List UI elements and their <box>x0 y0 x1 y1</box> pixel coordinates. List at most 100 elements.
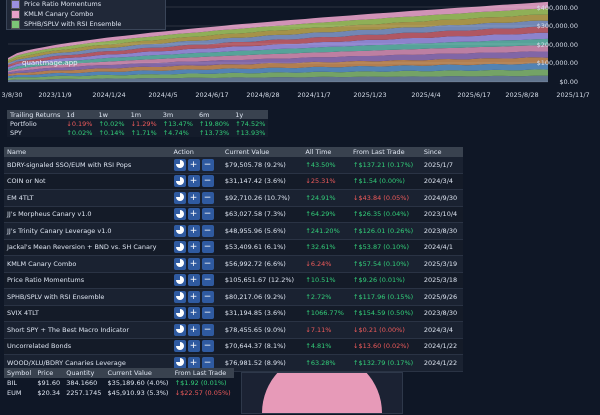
legend-item[interactable]: SPHB/SPLV with RSI Ensemble <box>7 19 165 29</box>
remove-funds-button[interactable]: − <box>201 340 214 353</box>
minus-icon: − <box>203 176 212 187</box>
strategy-name[interactable]: Uncorrelated Bonds <box>4 338 171 355</box>
strategy-name[interactable]: Price Ratio Momentums <box>4 272 171 289</box>
chart-band <box>8 14 548 64</box>
legend-item[interactable]: KMLM Canary Combo <box>7 9 165 19</box>
strategy-header-cell[interactable]: Since <box>420 147 463 157</box>
allocation-pie-button[interactable] <box>173 257 186 270</box>
add-funds-button[interactable]: + <box>187 340 200 353</box>
remove-funds-button[interactable]: − <box>201 356 214 369</box>
trailing-value-text: 19.80% <box>204 119 230 128</box>
strategy-row[interactable]: Jackal's Mean Reversion + BND vs. SH Can… <box>4 239 463 256</box>
allocation-pie-button[interactable] <box>173 323 186 336</box>
strategy-row[interactable]: SVIX 4TLT + − $31,194.85 (3.6%) ↑1066.77% ↑$1… <box>4 305 463 322</box>
trailing-header-cell: 1w <box>95 110 128 119</box>
add-funds-button[interactable]: + <box>187 307 200 320</box>
legend-item[interactable]: Price Ratio Momentums <box>7 0 165 9</box>
add-funds-button[interactable]: + <box>187 323 200 336</box>
add-funds-button[interactable]: + <box>187 290 200 303</box>
allocation-pie-button[interactable] <box>173 208 186 221</box>
holding-header-cell[interactable]: Symbol <box>4 368 35 378</box>
strategy-actions: + − <box>170 288 222 306</box>
holding-value: $35,189.60 (4.0%) <box>107 379 169 387</box>
strategy-header-cell[interactable]: Current Value <box>221 147 303 157</box>
strategy-name[interactable]: Short SPY + The Best Macro Indicator <box>4 321 171 339</box>
strategy-name[interactable]: BDRY-signaled SSO/EUM with RSI Pops <box>4 157 171 174</box>
strategy-row[interactable]: Price Ratio Momentums + − $105,651.67 (12.2… <box>4 272 463 289</box>
remove-funds-button[interactable]: − <box>201 208 214 221</box>
strategy-name[interactable]: SPHB/SPLV with RSI Ensemble <box>4 288 171 306</box>
arrow-up-icon: ↑ <box>98 128 104 137</box>
plus-icon: + <box>189 324 198 335</box>
strategy-row[interactable]: WOOD/XLU/BDRY Canaries Leverage + − $76,981… <box>4 354 463 372</box>
strategy-header-cell[interactable]: Name <box>4 147 171 157</box>
holding-header-cell[interactable]: From Last Trade <box>171 368 234 378</box>
add-funds-button[interactable]: + <box>187 224 200 237</box>
strategy-row[interactable]: Uncorrelated Bonds + − $70,644.37 (8.1%) ↑4.… <box>4 338 463 355</box>
strategy-row[interactable]: SPHB/SPLV with RSI Ensemble + − $80,217.06 … <box>4 288 463 306</box>
add-funds-button[interactable]: + <box>187 158 200 171</box>
arrow-up-icon: ↑ <box>305 342 311 351</box>
strategy-name[interactable]: KMLM Canary Combo <box>4 255 171 273</box>
strategy-name[interactable]: SVIX 4TLT <box>4 305 171 322</box>
allocation-pie-button[interactable] <box>173 191 186 204</box>
strategy-row[interactable]: KMLM Canary Combo + − $56,992.72 (6.6%) ↓6.2… <box>4 255 463 273</box>
add-funds-button[interactable]: + <box>187 274 200 287</box>
remove-funds-button[interactable]: − <box>201 290 214 303</box>
remove-funds-button[interactable]: − <box>201 175 214 188</box>
strategy-row[interactable]: COIN or Not + − $31,147.42 (3.6%) ↓25.31% ↑$1… <box>4 173 463 190</box>
strategy-header-cell[interactable]: All Time <box>302 147 351 157</box>
add-funds-button[interactable]: + <box>187 191 200 204</box>
remove-funds-button[interactable]: − <box>201 191 214 204</box>
holding-last-text: $1.92 (0.01%) <box>180 379 227 387</box>
strategy-actions: + − <box>170 255 222 273</box>
strategy-name[interactable]: EM 4TLT <box>4 189 171 207</box>
remove-funds-button[interactable]: − <box>201 158 214 171</box>
strategy-since: 2024/4/1 <box>420 239 463 256</box>
remove-funds-button[interactable]: − <box>201 323 214 336</box>
allocation-pie-button[interactable] <box>173 274 186 287</box>
watermark: quantmage.app <box>22 59 78 67</box>
arrow-down-icon: ↓ <box>305 325 311 334</box>
strategy-name[interactable]: COIN or Not <box>4 173 171 190</box>
strategy-row[interactable]: JJ's Trinity Canary Leverage v1.0 + − $48,9… <box>4 222 463 240</box>
strategy-since: 2023/8/30 <box>420 222 463 240</box>
allocation-pie-button[interactable] <box>173 356 186 369</box>
strategy-name[interactable]: JJ's Trinity Canary Leverage v1.0 <box>4 222 171 240</box>
holding-header-cell[interactable]: Quantity <box>63 368 105 378</box>
add-funds-button[interactable]: + <box>187 175 200 188</box>
strategy-row[interactable]: BDRY-signaled SSO/EUM with RSI Pops + − $79… <box>4 157 463 174</box>
arrow-down-icon: ↓ <box>130 119 137 128</box>
strategy-header-cell[interactable]: From Last Trade <box>350 147 421 157</box>
add-funds-button[interactable]: + <box>187 208 200 221</box>
trailing-value: ↑0.02% <box>63 128 95 137</box>
holding-header-cell[interactable]: Current Value <box>104 368 172 378</box>
strategy-name[interactable]: JJ's Morpheus Canary v1.0 <box>4 206 171 223</box>
plus-icon: + <box>189 192 198 203</box>
allocation-pie-button[interactable] <box>173 290 186 303</box>
remove-funds-button[interactable]: − <box>201 257 214 270</box>
holdings-header: Symbol Price Quantity Current Value From Las… <box>4 368 234 378</box>
allocation-pie-button[interactable] <box>173 340 186 353</box>
legend-label: SPHB/SPLV with RSI Ensemble <box>24 20 122 28</box>
remove-funds-button[interactable]: − <box>201 241 214 254</box>
strategy-row[interactable]: Short SPY + The Best Macro Indicator + − $7… <box>4 321 463 339</box>
add-funds-button[interactable]: + <box>187 356 200 369</box>
add-funds-button[interactable]: + <box>187 241 200 254</box>
remove-funds-button[interactable]: − <box>201 224 214 237</box>
add-funds-button[interactable]: + <box>187 257 200 270</box>
strategy-all-time: ↓7.11% <box>302 321 351 339</box>
holding-header-cell[interactable]: Price <box>34 368 64 378</box>
strategy-row[interactable]: EM 4TLT + − $92,710.26 (10.7%) ↑24.91% ↓$43.8… <box>4 189 463 207</box>
allocation-pie-button[interactable] <box>173 241 186 254</box>
allocation-pie-button[interactable] <box>173 307 186 320</box>
strategy-row[interactable]: JJ's Morpheus Canary v1.0 + − $63,027.58 (7… <box>4 206 463 223</box>
allocation-pie-button[interactable] <box>173 224 186 237</box>
allocation-pie-button[interactable] <box>173 175 186 188</box>
remove-funds-button[interactable]: − <box>201 274 214 287</box>
strategy-header-cell[interactable]: Action <box>170 147 222 157</box>
strategy-name[interactable]: Jackal's Mean Reversion + BND vs. SH Can… <box>4 239 171 256</box>
y-tick-label: $0.00 <box>559 78 578 86</box>
remove-funds-button[interactable]: − <box>201 307 214 320</box>
allocation-pie-button[interactable] <box>173 158 186 171</box>
